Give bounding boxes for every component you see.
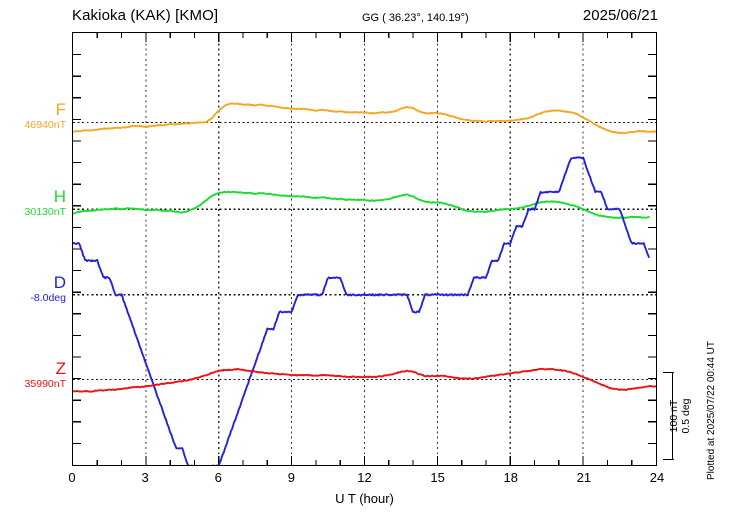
component-baseline-H: 30130nT xyxy=(24,206,66,218)
scale-bar-nt: 100 nT xyxy=(668,399,680,433)
x-tick-0: 0 xyxy=(68,470,76,485)
x-tick-15: 15 xyxy=(430,470,445,485)
geographic-coordinates: GG ( 36.23°, 140.19°) xyxy=(362,12,469,24)
component-label-F: F 46940nT xyxy=(0,101,66,132)
component-baseline-D: -8.0deg xyxy=(30,292,66,304)
y-axis-ticks-right xyxy=(648,54,656,444)
component-baseline-Z: 35990nT xyxy=(24,378,66,390)
plotted-at-timestamp: Plotted at 2025/07/22 00:44 UT xyxy=(706,341,717,480)
x-axis-ticks-top xyxy=(96,33,633,42)
component-label-D: D -8.0deg xyxy=(0,274,66,305)
x-tick-21: 21 xyxy=(576,470,592,485)
magnetogram-plot xyxy=(73,33,656,465)
component-letter-D: D xyxy=(53,273,66,292)
x-tick-24: 24 xyxy=(649,470,665,485)
x-tick-12: 12 xyxy=(357,470,372,485)
x-axis-ticks-bottom xyxy=(96,456,633,465)
component-letter-Z: Z xyxy=(55,359,66,378)
x-tick-3: 3 xyxy=(141,470,149,485)
component-traces xyxy=(73,102,656,465)
x-tick-6: 6 xyxy=(214,470,222,485)
scale-bar-line xyxy=(672,372,674,460)
scale-bar-deg: 0.5 deg xyxy=(680,398,692,434)
component-label-Z: Z 35990nT xyxy=(0,360,66,391)
station-title: Kakioka (KAK) [KMO] xyxy=(72,7,219,24)
x-tick-18: 18 xyxy=(503,470,518,485)
component-baseline-F: 46940nT xyxy=(24,119,66,131)
component-letter-F: F xyxy=(55,100,66,119)
scale-bar xyxy=(663,372,677,460)
component-baselines xyxy=(73,121,656,380)
x-tick-9: 9 xyxy=(287,470,295,485)
scale-bar-labels: 100 nT 0.5 deg xyxy=(668,372,694,460)
y-axis-ticks xyxy=(73,54,81,444)
scale-bar-cap-top xyxy=(663,372,674,374)
component-label-H: H 30130nT xyxy=(0,188,66,219)
x-axis-title: U T (hour) xyxy=(335,491,394,506)
plot-frame xyxy=(72,32,657,466)
component-letter-H: H xyxy=(53,187,66,206)
scale-bar-cap-bottom xyxy=(663,458,674,460)
vertical-gridlines xyxy=(145,33,584,465)
observation-date: 2025/06/21 xyxy=(582,7,658,24)
